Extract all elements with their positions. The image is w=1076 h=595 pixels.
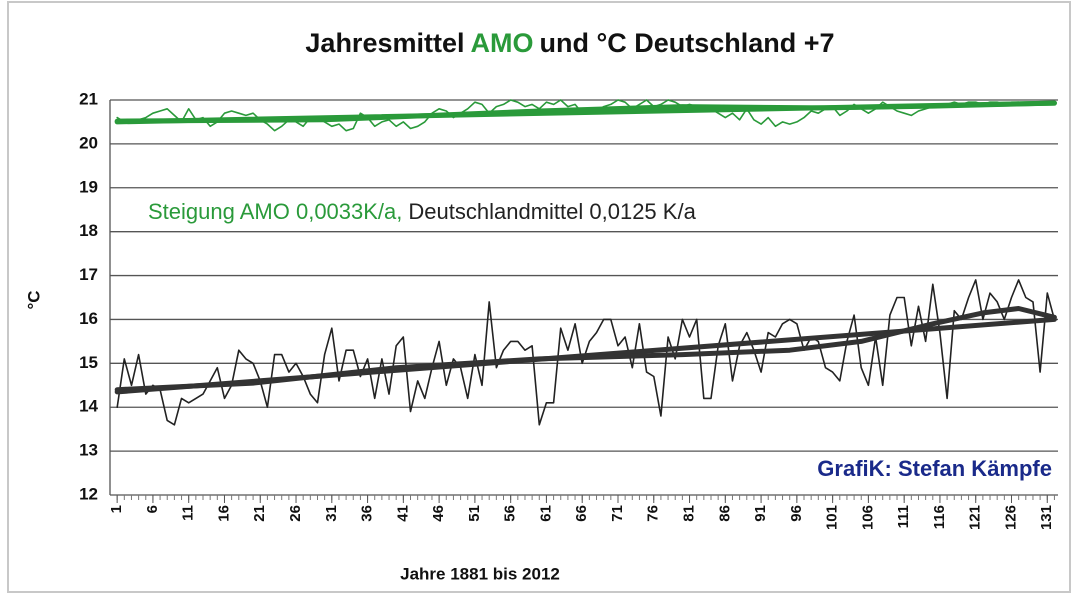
title-part: Jahresmittel bbox=[305, 28, 464, 58]
y-tick-label: 13 bbox=[79, 441, 98, 460]
y-tick-label: 19 bbox=[79, 177, 98, 196]
x-tick-label: 96 bbox=[788, 505, 805, 522]
x-tick-label: 76 bbox=[645, 505, 662, 522]
x-tick-label: 16 bbox=[215, 505, 232, 522]
x-tick-label: 6 bbox=[144, 505, 161, 513]
y-tick-label: 14 bbox=[79, 397, 98, 416]
x-tick-label: 86 bbox=[716, 505, 733, 522]
trend-line bbox=[114, 100, 1057, 124]
y-tick-label: 21 bbox=[79, 89, 98, 108]
annotation-part: Steigung AMO 0,0033K/a, bbox=[148, 199, 402, 224]
y-tick-label: 12 bbox=[79, 484, 98, 503]
y-tick-label: 18 bbox=[79, 221, 98, 240]
x-tick-label: 21 bbox=[251, 505, 268, 522]
x-tick-label: 101 bbox=[824, 505, 841, 530]
annotation-part: Deutschlandmittel 0,0125 K/a bbox=[408, 199, 696, 224]
x-tick-label: 71 bbox=[609, 505, 626, 522]
y-axis-label: °C bbox=[24, 290, 43, 309]
x-tick-label: 56 bbox=[502, 505, 519, 522]
y-tick-label: 17 bbox=[79, 265, 98, 284]
x-tick-label: 46 bbox=[430, 505, 447, 522]
annotation: Steigung AMO 0,0033K/a, Deutschlandmittel… bbox=[148, 199, 697, 224]
x-tick-label: 111 bbox=[895, 505, 912, 528]
x-tick-label: 11 bbox=[180, 505, 197, 521]
x-tick-label: 81 bbox=[681, 505, 698, 522]
y-tick-label: 20 bbox=[79, 133, 98, 152]
x-tick-label: 131 bbox=[1038, 505, 1055, 530]
data-line bbox=[116, 279, 1056, 426]
x-tick-label: 121 bbox=[967, 505, 984, 530]
x-tick-label: 36 bbox=[359, 505, 376, 522]
x-tick-label: 116 bbox=[931, 505, 948, 529]
trend-line bbox=[114, 306, 1057, 393]
chart-title: Jahresmittel AMO und °C Deutschland +7 bbox=[305, 28, 834, 58]
x-tick-label: 41 bbox=[394, 505, 411, 522]
credit: GrafiK: Stefan Kämpfe bbox=[817, 456, 1052, 481]
x-tick-label: 106 bbox=[859, 505, 876, 530]
x-tick-label: 66 bbox=[573, 505, 590, 522]
x-tick-label: 1 bbox=[108, 505, 125, 513]
title-part: AMO bbox=[470, 28, 533, 58]
x-tick-label: 31 bbox=[323, 505, 340, 522]
x-tick-label: 61 bbox=[537, 505, 554, 522]
x-tick-label: 51 bbox=[466, 505, 483, 522]
x-axis-label: Jahre 1881 bis 2012 bbox=[400, 564, 560, 583]
frame bbox=[7, 1, 1071, 593]
y-tick-label: 16 bbox=[79, 309, 98, 328]
x-tick-label: 126 bbox=[1002, 505, 1019, 530]
x-tick-label: 91 bbox=[752, 505, 769, 522]
x-tick-label: 26 bbox=[287, 505, 304, 522]
y-tick-label: 15 bbox=[79, 353, 98, 372]
title-part: und °C Deutschland +7 bbox=[539, 28, 834, 58]
